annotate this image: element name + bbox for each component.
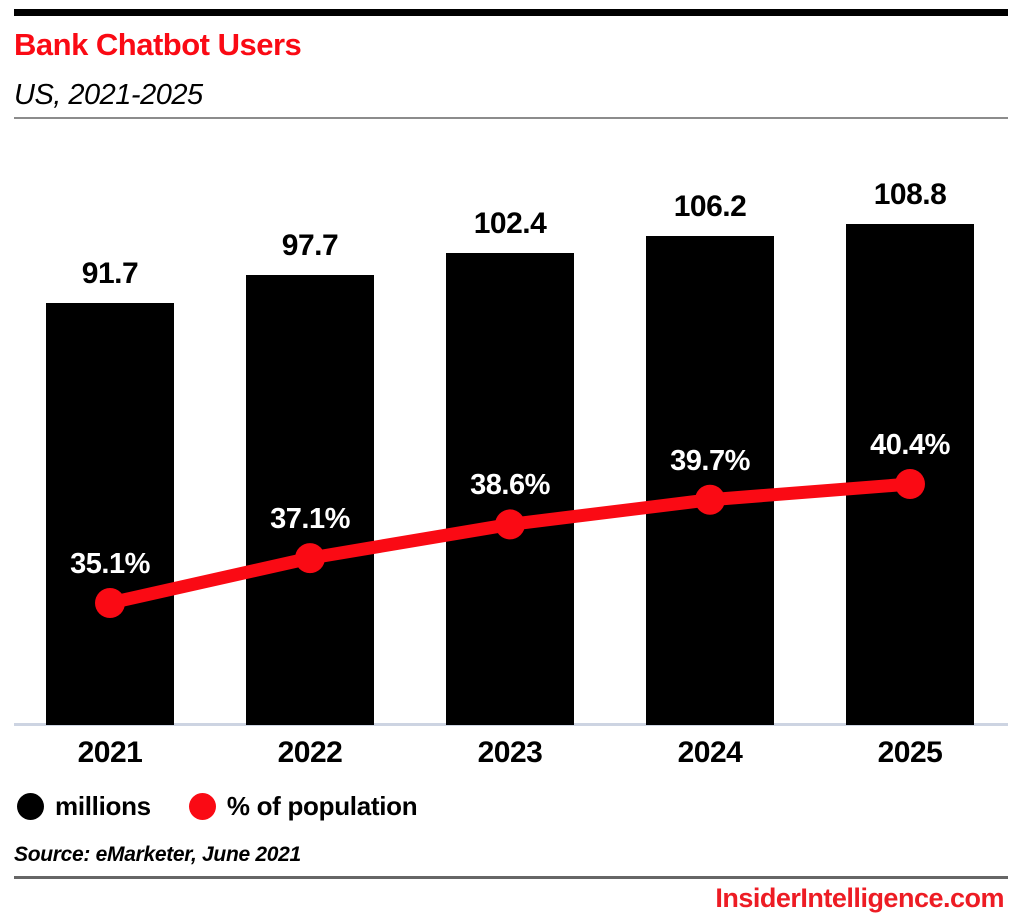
chart-title: Bank Chatbot Users <box>14 27 302 62</box>
bar-2024 <box>646 235 774 725</box>
bar-value-label: 106.2 <box>673 189 747 223</box>
x-axis-label-2023: 2023 <box>477 736 543 769</box>
legend-label-pct-of-population: % of population <box>226 791 418 821</box>
line-value-label: 40.4% <box>870 429 950 462</box>
chart-subtitle: US, 2021-2025 <box>14 79 203 111</box>
top-rule <box>14 9 1008 16</box>
bar-value-label: 102.4 <box>473 207 547 241</box>
line-value-label: 38.6% <box>470 469 550 502</box>
x-axis-label-2022: 2022 <box>277 736 343 769</box>
header-divider <box>14 117 1008 119</box>
legend-dot-red <box>188 793 216 820</box>
bar-value-label: 108.8 <box>873 177 947 211</box>
legend: millions % of population <box>17 791 418 822</box>
source-note: Source: eMarketer, June 2021 <box>14 843 301 866</box>
bar-2021 <box>46 302 174 725</box>
footer-divider <box>14 876 1008 879</box>
x-axis-label-2025: 2025 <box>877 736 943 769</box>
brand-link[interactable]: InsiderIntelligence.com <box>715 883 1004 913</box>
legend-label-millions: millions <box>55 791 151 821</box>
x-axis-label-2024: 2024 <box>677 736 743 769</box>
bar-2022 <box>246 275 374 725</box>
legend-item-pct-of-population: % of population <box>188 791 418 822</box>
line-value-label: 39.7% <box>670 444 750 477</box>
legend-item-millions: millions <box>17 791 151 822</box>
x-axis-label-2021: 2021 <box>77 736 143 769</box>
bar-value-label: 97.7 <box>281 229 339 263</box>
legend-dot-black <box>17 793 44 820</box>
line-value-label: 37.1% <box>270 503 350 536</box>
bar-value-label: 91.7 <box>81 256 139 290</box>
bar-2025 <box>846 223 974 725</box>
line-value-label: 35.1% <box>70 548 150 581</box>
